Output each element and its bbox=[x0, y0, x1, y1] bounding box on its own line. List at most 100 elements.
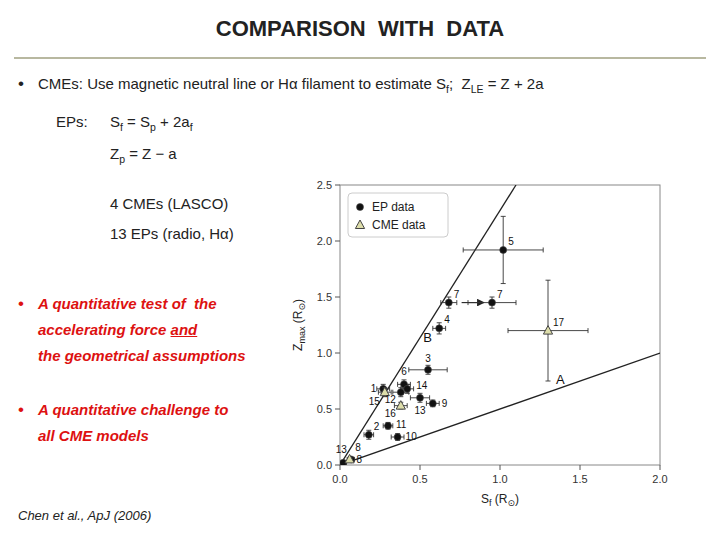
y-tick bbox=[335, 465, 340, 466]
legend-marker bbox=[355, 220, 364, 229]
point bbox=[365, 431, 372, 438]
text-part: A quantitative challenge to bbox=[38, 401, 228, 418]
text-part: = Z + 2 bbox=[483, 75, 535, 92]
point-label: 14 bbox=[416, 380, 428, 391]
series bbox=[340, 216, 543, 465]
annotation-line: CMEs: Use magnetic neutral line or Hα fi… bbox=[38, 74, 544, 99]
page: {"chart_data": { "type": "scatter", "tit… bbox=[0, 0, 720, 540]
annotation-line: Zp = Z − a bbox=[110, 144, 177, 169]
y-axis-label: Zmax (R⊙) bbox=[291, 299, 307, 351]
text-part: p bbox=[119, 153, 125, 165]
label-part: (R bbox=[291, 310, 305, 326]
point-label: 15 bbox=[369, 396, 381, 407]
legend-entry: EP data bbox=[372, 200, 415, 214]
annotation-line: Sf = Sp + 2af bbox=[110, 112, 193, 137]
title-rule bbox=[14, 57, 706, 59]
annotation-line: all CME models bbox=[38, 426, 149, 446]
x-error-bar bbox=[364, 432, 374, 437]
point-label: 7 bbox=[454, 289, 460, 300]
y-error-bar bbox=[430, 400, 435, 407]
point bbox=[543, 326, 552, 335]
x-error-bar bbox=[468, 300, 516, 305]
plot-area bbox=[340, 185, 660, 465]
text-part: f bbox=[446, 83, 449, 95]
annotation-line: 4 CMEs (LASCO) bbox=[110, 194, 228, 214]
x-tick-label: 2.0 bbox=[652, 473, 667, 485]
text-part: 4 CMEs (LASCO) bbox=[110, 195, 228, 212]
point-label: 17 bbox=[553, 317, 565, 328]
point-label: 4 bbox=[444, 314, 450, 325]
point-label: 13 bbox=[336, 444, 348, 455]
annotation-line: A quantitative test of the bbox=[38, 294, 217, 314]
title: COMPARISON WITH DATA bbox=[0, 16, 720, 42]
point bbox=[404, 385, 411, 392]
axes: 0.00.51.01.52.00.00.51.01.52.02.5Sf (R⊙)… bbox=[291, 179, 668, 508]
text-part: CMEs: Use magnetic neutral line or H bbox=[38, 75, 289, 92]
annotation-line: the geometrical assumptions bbox=[38, 346, 246, 366]
text-part: A quantitative test of the bbox=[38, 295, 217, 312]
bullet: • bbox=[18, 400, 24, 420]
y-tick-label: 0.0 bbox=[317, 459, 332, 471]
text-part: S bbox=[436, 75, 446, 92]
reference-line-label: A bbox=[556, 372, 565, 387]
text-part: LE bbox=[471, 83, 484, 95]
text-part: EPs: bbox=[56, 113, 88, 130]
y-error-bar bbox=[395, 434, 400, 441]
text-part: the geometrical assumptions bbox=[38, 347, 246, 364]
text-part: 13 EPs (radio, Hα) bbox=[110, 225, 234, 242]
y-tick-label: 1.5 bbox=[317, 291, 332, 303]
reference-line bbox=[340, 185, 516, 465]
y-tick-label: 2.0 bbox=[317, 235, 332, 247]
series bbox=[345, 280, 588, 463]
plot-labels: AB13821111012614133947758151617 bbox=[336, 236, 565, 465]
annotation-line: EPs: bbox=[56, 112, 88, 132]
y-error-bar bbox=[437, 323, 442, 334]
point-label: 10 bbox=[406, 431, 418, 442]
reference-line bbox=[340, 353, 660, 465]
y-error-bar bbox=[366, 430, 371, 439]
point-label: 8 bbox=[355, 442, 361, 453]
text-part: + 2a bbox=[156, 113, 190, 130]
x-tick bbox=[660, 465, 661, 470]
x-tick bbox=[580, 465, 581, 470]
legend-marker bbox=[357, 204, 364, 211]
text-part: f bbox=[190, 121, 193, 133]
y-error-bar bbox=[405, 384, 410, 393]
annotation-line: 13 EPs (radio, Hα) bbox=[110, 224, 234, 244]
reference-line-label: B bbox=[423, 330, 432, 345]
point-label: 3 bbox=[425, 353, 431, 364]
label-part: ) bbox=[515, 492, 519, 506]
y-tick bbox=[335, 241, 340, 242]
x-error-bar bbox=[409, 367, 447, 372]
point bbox=[445, 299, 452, 306]
point bbox=[345, 454, 354, 463]
y-error-bar bbox=[490, 297, 495, 308]
legend-box bbox=[348, 193, 448, 237]
point-label: 11 bbox=[396, 419, 407, 430]
text-part: p bbox=[150, 121, 156, 133]
x-error-bar bbox=[426, 401, 439, 406]
point-label: 7 bbox=[497, 289, 503, 300]
y-tick-label: 2.5 bbox=[317, 179, 332, 191]
point-label: 12 bbox=[385, 394, 397, 405]
point bbox=[394, 434, 401, 441]
y-tick-label: 0.5 bbox=[317, 403, 332, 415]
text-part: f bbox=[120, 121, 123, 133]
y-error-bar bbox=[418, 393, 423, 402]
annotation-line: A quantitative challenge to bbox=[38, 400, 228, 420]
label-part: (R bbox=[491, 492, 507, 506]
point-label: 5 bbox=[508, 236, 514, 247]
label-part: ⊙ bbox=[297, 303, 307, 311]
y-error-bar bbox=[386, 422, 391, 429]
point bbox=[489, 299, 496, 306]
x-error-bar bbox=[383, 423, 393, 428]
point bbox=[500, 246, 507, 253]
text-part: = S bbox=[123, 113, 150, 130]
point bbox=[397, 389, 404, 396]
x-tick-label: 0.5 bbox=[412, 473, 427, 485]
x-error-bar bbox=[410, 395, 429, 400]
text-part: all CME models bbox=[38, 427, 149, 444]
point-label: 1 bbox=[371, 383, 377, 394]
x-axis-label: Sf (R⊙) bbox=[481, 492, 519, 508]
point-label: 2 bbox=[374, 421, 380, 432]
